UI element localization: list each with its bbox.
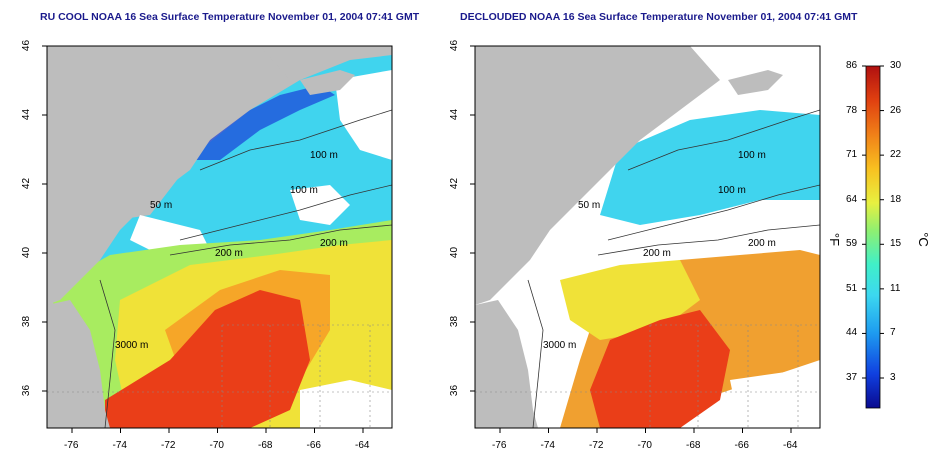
celsius-unit: °C [915,232,931,247]
fahrenheit-tick-label: 37 [846,372,858,383]
x-tick-label: -66 [306,440,321,451]
x-tick-label: -76 [492,440,507,451]
left-contour-100a [199,109,392,171]
contour-label: 200 m [643,248,671,259]
axis-ticks [42,45,792,433]
x-tick-label: -66 [734,440,749,451]
left-cloud-ne [335,70,392,160]
left-cloud-mid [290,185,350,225]
contour-label: 50 m [150,200,173,211]
x-tick-label: -64 [783,440,798,451]
right-southern-land [475,300,538,428]
left-coastline [47,46,290,305]
left-map [47,46,392,428]
y-tick-label: 44 [449,108,461,121]
right-map [475,46,820,428]
y-tick-label: 46 [21,39,33,52]
y-tick-label: 46 [449,39,461,52]
right-contour-100a [627,109,820,171]
right-contour-200 [597,224,820,256]
left-panel-title: RU COOL NOAA 16 Sea Surface Temperature … [40,11,420,23]
y-tick-label: 38 [21,315,33,328]
fahrenheit-tick-label: 59 [846,238,858,250]
x-tick-label: -76 [64,440,79,451]
celsius-tick-label: 18 [890,193,902,205]
left-contour-100b [179,184,392,241]
x-tick-label: -72 [161,440,176,451]
y-tick-label: 36 [449,384,461,397]
celsius-tick-label: 11 [890,282,901,294]
y-tick-label: 44 [21,108,33,121]
contour-label: 200 m [215,248,243,259]
contour-label: 100 m [718,185,746,196]
fahrenheit-unit: °F [827,232,843,247]
contour-label: 100 m [290,185,318,196]
fahrenheit-tick-label: 78 [846,104,858,116]
x-tick-label: -70 [209,440,224,451]
left-contour-3000 [99,279,116,428]
y-tick-label: 42 [449,177,461,190]
left-coastal-cold [190,85,335,160]
left-warm-core [105,290,310,428]
contour-label: 50 m [578,200,601,211]
contour-label: 100 m [738,150,766,161]
x-tick-label: -64 [355,440,370,451]
fahrenheit-tick-label: 71 [846,149,858,161]
y-tick-label: 40 [21,246,33,259]
y-tick-label: 38 [449,315,461,328]
right-grid [475,324,820,428]
right-nova-scotia [728,70,783,95]
fahrenheit-tick-label: 64 [846,193,858,205]
x-tick-label: -70 [637,440,652,451]
left-southern-land [47,300,110,428]
x-tick-label: -72 [589,440,604,451]
left-nova-scotia [300,70,355,95]
fahrenheit-tick-label: 44 [846,327,858,339]
x-tick-label: -68 [258,440,273,451]
x-tick-label: -74 [540,440,555,451]
fahrenheit-tick-label: 86 [846,60,858,71]
right-panel-title: DECLOUDED NOAA 16 Sea Surface Temperatur… [460,11,858,23]
x-tick-label: -74 [112,440,127,451]
celsius-tick-label: 15 [890,238,902,250]
right-frame [474,45,821,429]
celsius-tick-label: 7 [890,327,896,339]
celsius-tick-label: 30 [890,60,902,71]
celsius-tick-label: 26 [890,104,902,116]
y-tick-label: 40 [449,246,461,259]
fahrenheit-tick-label: 51 [846,282,858,294]
y-tick-label: 42 [21,177,33,190]
right-coastline [475,46,720,305]
right-warm-core [590,310,730,428]
contour-label: 3000 m [543,340,577,351]
right-cold-water [600,110,820,225]
celsius-tick-label: 3 [890,372,896,383]
colorbar-ticks [862,65,884,379]
x-tick-label: -68 [686,440,701,451]
right-contour-3000 [527,279,544,428]
colorbar [865,65,881,409]
right-cloud-se [730,370,820,428]
celsius-tick-label: 22 [890,149,902,161]
contour-label: 200 m [320,238,348,249]
left-frame [46,45,393,429]
right-contour-100b [607,184,820,241]
contour-label: 100 m [310,150,338,161]
contour-label: 3000 m [115,340,149,351]
y-tick-label: 36 [21,384,33,397]
contour-label: 200 m [748,238,776,249]
left-grid [47,324,392,428]
left-contour-200 [169,224,392,256]
